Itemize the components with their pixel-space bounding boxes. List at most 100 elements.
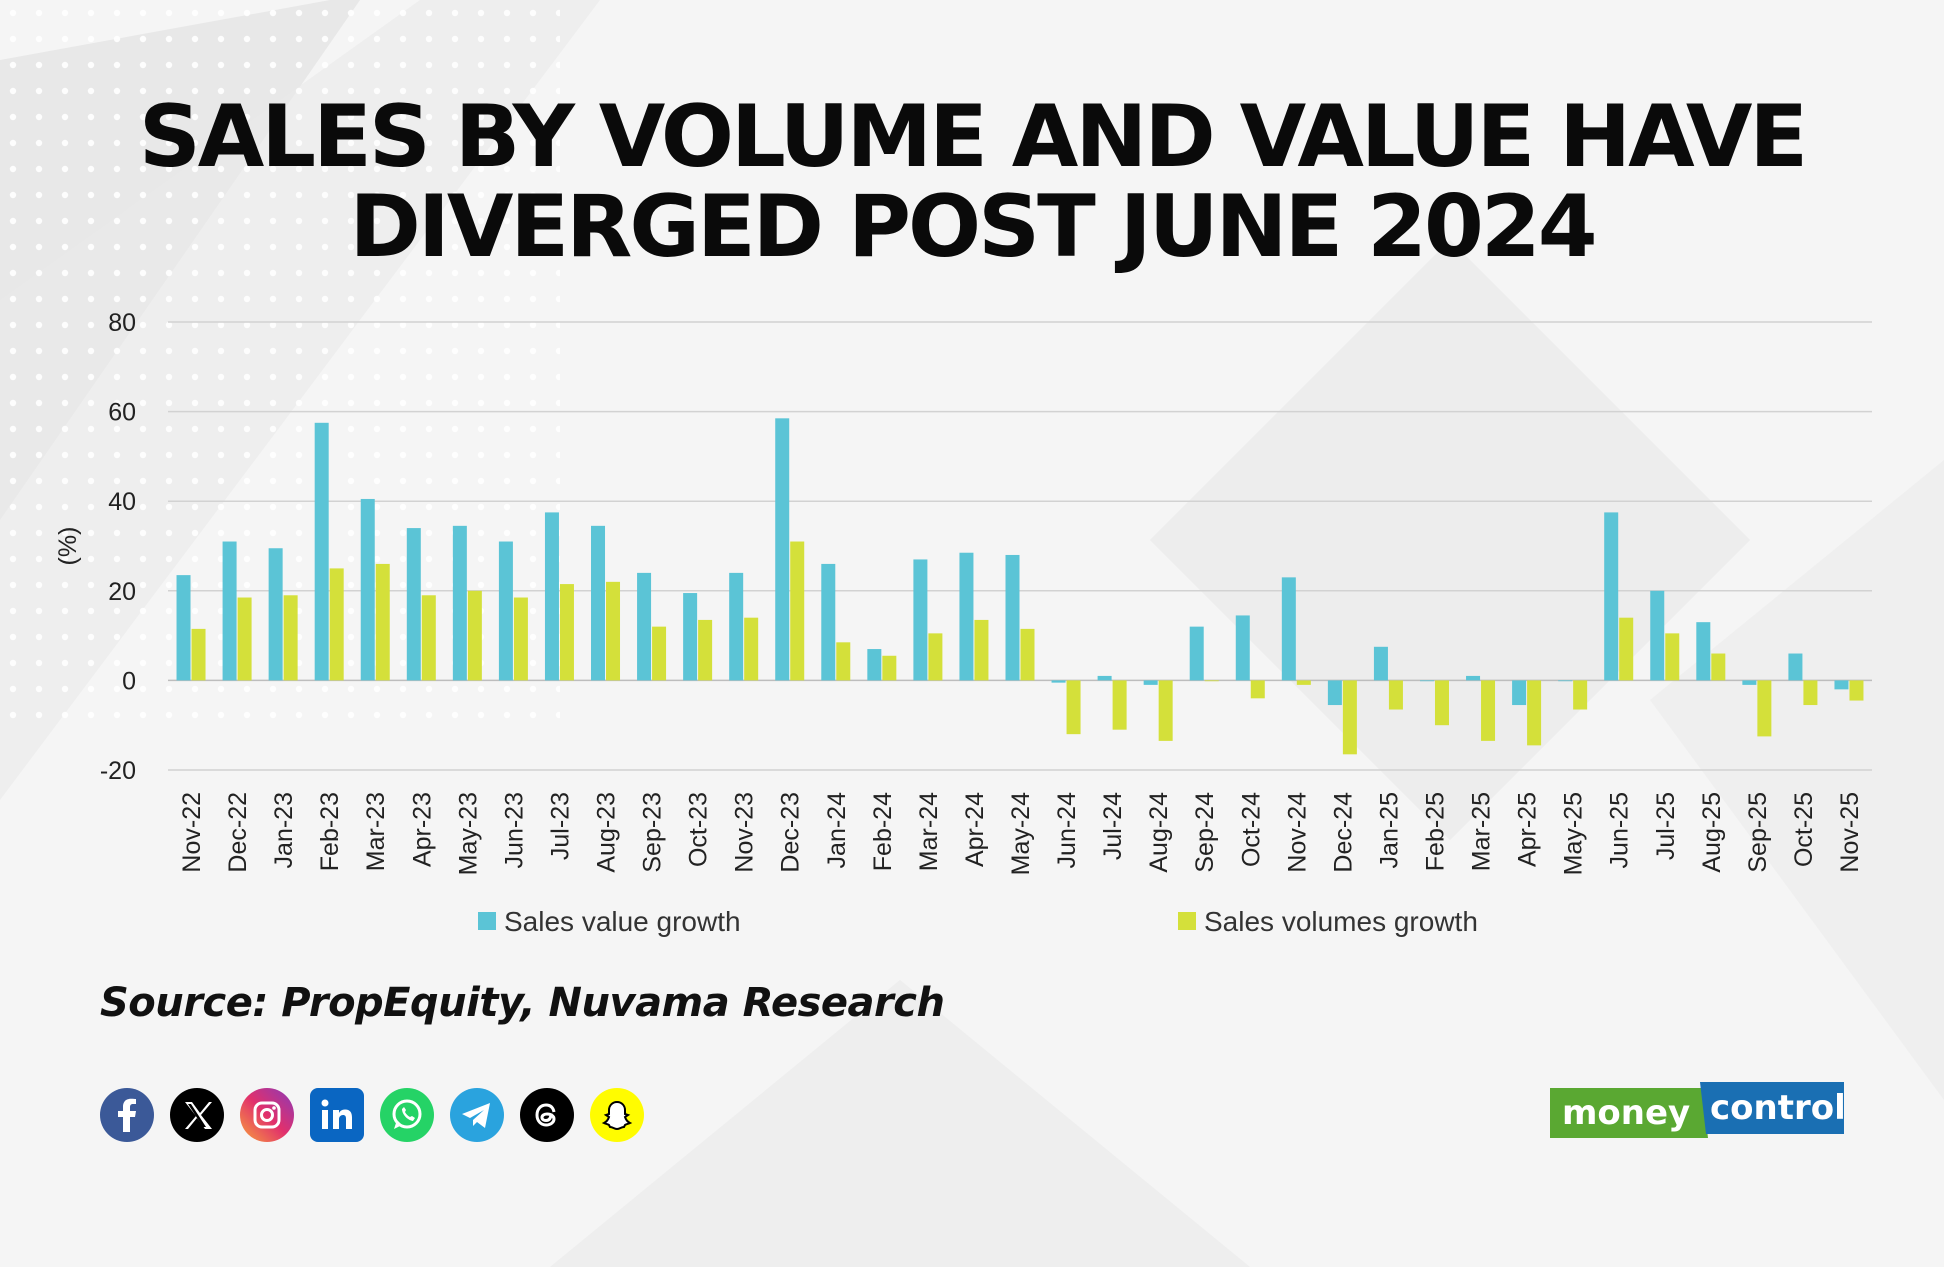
- x-tick-label: Apr-24: [961, 792, 989, 867]
- bar-value-growth: [1189, 626, 1204, 681]
- bar-volume-growth: [1803, 680, 1818, 706]
- legend-swatch: [1178, 912, 1196, 930]
- x-tick-label: Mar-25: [1468, 792, 1496, 871]
- bar-volume-growth: [744, 617, 759, 681]
- bar-value-growth: [222, 541, 237, 681]
- bar-volume-growth: [1665, 633, 1680, 681]
- x-tick-label: Jul-24: [1099, 792, 1127, 860]
- bar-volume-growth: [1481, 680, 1496, 741]
- logo-text-money: money: [1562, 1093, 1690, 1133]
- bar-value-growth: [729, 572, 744, 681]
- bar-value-growth: [1373, 646, 1388, 681]
- bar-value-growth: [544, 512, 559, 681]
- bar-volume-growth: [1573, 680, 1588, 710]
- bar-volume-growth: [191, 628, 206, 681]
- bar-value-growth: [452, 525, 467, 681]
- linkedin-icon[interactable]: [310, 1088, 364, 1142]
- bar-volume-growth: [283, 595, 298, 681]
- bar-volume-growth: [329, 568, 344, 681]
- title-line-1: SALES BY VOLUME AND VALUE HAVE: [138, 87, 1808, 187]
- bar-volume-growth: [559, 584, 574, 681]
- whatsapp-icon[interactable]: [380, 1088, 434, 1142]
- logo-blue-block: [1700, 1082, 1844, 1134]
- bar-value-growth: [1742, 680, 1757, 685]
- bar-value-growth: [1281, 577, 1296, 681]
- grid-lines: [168, 321, 1872, 771]
- x-tick-label: Sep-25: [1744, 792, 1772, 873]
- bar-volume-growth: [1849, 680, 1864, 701]
- bar-volume-growth: [1204, 680, 1219, 682]
- bar-volume-growth: [375, 563, 390, 681]
- bar-volume-growth: [1342, 680, 1357, 755]
- bar-value-growth: [1051, 680, 1066, 683]
- x-tick-label: Aug-23: [593, 792, 621, 873]
- bar-volume-growth: [1158, 680, 1173, 741]
- bar-volume-growth: [1066, 680, 1081, 735]
- bar-volume-growth: [513, 597, 528, 681]
- x-tick-label: Jun-24: [1053, 792, 1081, 869]
- bar-value-growth: [637, 572, 652, 681]
- facebook-icon[interactable]: [100, 1088, 154, 1142]
- x-tick-label: May-23: [454, 792, 482, 875]
- legend-item-1: Sales volumes growth: [1178, 906, 1478, 937]
- bar-value-growth: [1327, 680, 1342, 706]
- bars: [176, 418, 1864, 755]
- x-tick-label: Oct-24: [1237, 792, 1265, 867]
- x-tick-label: Aug-24: [1145, 792, 1173, 873]
- x-tick-label: May-25: [1560, 792, 1588, 875]
- bar-volume-growth: [1296, 680, 1311, 685]
- x-tick-label: May-24: [1007, 792, 1035, 875]
- bar-value-growth: [683, 593, 698, 681]
- bar-volume-growth: [698, 619, 713, 681]
- y-tick-label: 60: [108, 399, 136, 427]
- x-tick-label: Apr-25: [1514, 792, 1542, 867]
- bar-value-growth: [1834, 680, 1849, 690]
- bar-volume-growth: [836, 642, 851, 681]
- x-tick-label: Jun-25: [1606, 792, 1634, 868]
- bar-value-growth: [1604, 512, 1619, 681]
- bar-value-growth: [1650, 590, 1665, 681]
- bar-value-growth: [959, 552, 974, 681]
- title-line-2: DIVERGED POST JUNE 2024: [349, 177, 1597, 277]
- x-twitter-icon[interactable]: [170, 1088, 224, 1142]
- moneycontrol-logo[interactable]: money control: [1550, 1082, 1844, 1144]
- bar-value-growth: [913, 559, 928, 681]
- bar-value-growth: [1097, 675, 1112, 681]
- bar-volume-growth: [928, 633, 943, 681]
- telegram-icon[interactable]: [450, 1088, 504, 1142]
- x-tick-label: Nov-24: [1283, 792, 1311, 873]
- bar-volume-growth: [790, 541, 805, 681]
- x-tick-label: Dec-22: [224, 792, 252, 873]
- y-axis-label: (%): [54, 527, 82, 566]
- threads-icon[interactable]: [520, 1088, 574, 1142]
- y-tick-label: 0: [122, 667, 136, 695]
- y-tick-label: 40: [108, 488, 136, 516]
- x-tick-label: Nov-25: [1836, 792, 1864, 873]
- x-tick-label: Sep-24: [1191, 792, 1219, 873]
- x-tick-label: Oct-23: [685, 792, 713, 867]
- x-tick-label: Dec-24: [1329, 792, 1357, 873]
- bar-volume-growth: [1388, 680, 1403, 710]
- bar-value-growth: [176, 575, 191, 681]
- bar-value-growth: [360, 498, 375, 681]
- legend-label: Sales volumes growth: [1204, 906, 1478, 937]
- bar-volume-growth: [652, 626, 667, 681]
- bar-value-growth: [314, 422, 329, 681]
- snapchat-icon[interactable]: [590, 1088, 644, 1142]
- x-tick-label: Feb-24: [869, 792, 897, 871]
- y-tick-label: 80: [108, 309, 136, 337]
- bar-value-growth: [867, 649, 882, 681]
- bar-value-growth: [268, 548, 283, 681]
- bar-volume-growth: [467, 590, 482, 681]
- bar-value-growth: [1696, 622, 1711, 681]
- bar-value-growth: [1558, 680, 1573, 682]
- chart-title: SALES BY VOLUME AND VALUE HAVE DIVERGED …: [0, 92, 1944, 272]
- bar-volume-growth: [1757, 680, 1772, 737]
- x-tick-label: Sep-23: [639, 792, 667, 873]
- bar-value-growth: [498, 541, 513, 681]
- x-axis-ticks: Nov-22 Dec-22 Jan-23 Feb-23 Mar-23 Apr-23 May-…: [178, 792, 1864, 875]
- bar-volume-growth: [237, 597, 252, 681]
- instagram-icon[interactable]: [240, 1088, 294, 1142]
- legend-item-0: Sales value growth: [478, 906, 741, 937]
- x-tick-label: Mar-23: [362, 792, 390, 871]
